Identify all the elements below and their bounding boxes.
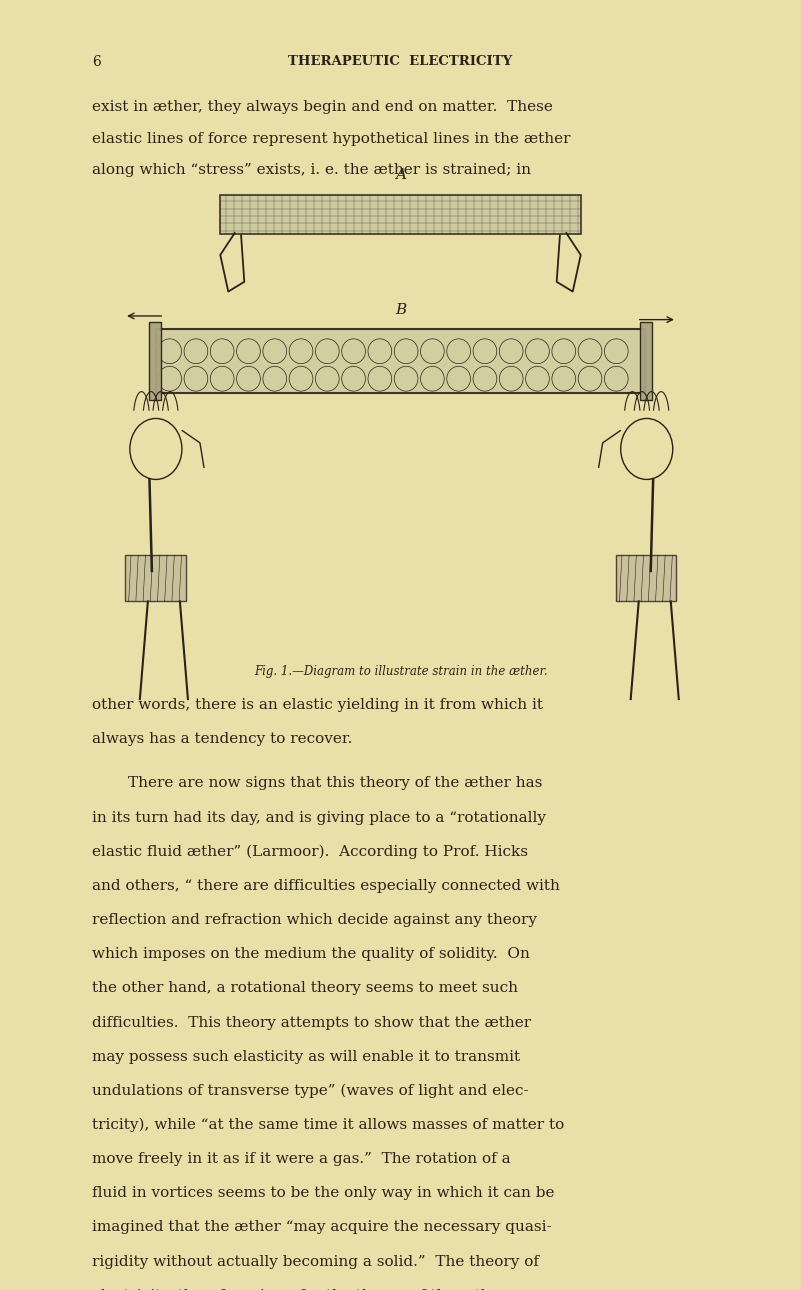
Text: elastic fluid æther” (Larmoor).  According to Prof. Hicks: elastic fluid æther” (Larmoor). Accordin…: [92, 845, 528, 859]
Text: exist in æther, they always begin and end on matter.  These: exist in æther, they always begin and en…: [92, 101, 553, 114]
Text: difficulties.  This theory attempts to show that the æther: difficulties. This theory attempts to sh…: [92, 1015, 531, 1029]
Text: imagined that the æther “may acquire the necessary quasi-: imagined that the æther “may acquire the…: [92, 1220, 552, 1235]
Bar: [126, 555, 186, 601]
Text: along which “stress” exists, i. e. the æther is strained; in: along which “stress” exists, i. e. the æ…: [92, 164, 531, 178]
Text: Fig. 1.—Diagram to illustrate strain in the æther.: Fig. 1.—Diagram to illustrate strain in …: [254, 664, 547, 677]
Text: fluid in vortices seems to be the only way in which it can be: fluid in vortices seems to be the only w…: [92, 1187, 554, 1200]
Bar: [150, 322, 161, 400]
Text: tricity), while “at the same time it allows masses of matter to: tricity), while “at the same time it all…: [92, 1118, 565, 1133]
Text: in its turn had its day, and is giving place to a “rotationally: in its turn had its day, and is giving p…: [92, 810, 546, 824]
Text: other words, there is an elastic yielding in it from which it: other words, there is an elastic yieldin…: [92, 698, 543, 712]
Text: B: B: [395, 303, 406, 316]
Text: undulations of transverse type” (waves of light and elec-: undulations of transverse type” (waves o…: [92, 1084, 529, 1098]
Text: the other hand, a rotational theory seems to meet such: the other hand, a rotational theory seem…: [92, 982, 518, 996]
Text: always has a tendency to recover.: always has a tendency to recover.: [92, 731, 352, 746]
Bar: [616, 555, 676, 601]
Bar: [156, 329, 645, 393]
Text: rigidity without actually becoming a solid.”  The theory of: rigidity without actually becoming a sol…: [92, 1255, 539, 1268]
Text: may possess such elasticity as will enable it to transmit: may possess such elasticity as will enab…: [92, 1050, 520, 1064]
Text: move freely in it as if it were a gas.”  The rotation of a: move freely in it as if it were a gas.” …: [92, 1152, 511, 1166]
Bar: [640, 322, 651, 400]
Text: There are now signs that this theory of the æther has: There are now signs that this theory of …: [128, 777, 542, 791]
Bar: [220, 195, 581, 235]
Text: and others, “ there are difficulties especially connected with: and others, “ there are difficulties esp…: [92, 878, 560, 893]
Text: THERAPEUTIC  ELECTRICITY: THERAPEUTIC ELECTRICITY: [288, 55, 513, 68]
Text: elastic lines of force represent hypothetical lines in the æther: elastic lines of force represent hypothe…: [92, 132, 570, 146]
Text: which imposes on the medium the quality of solidity.  On: which imposes on the medium the quality …: [92, 947, 530, 961]
Text: 6: 6: [92, 55, 101, 68]
Text: A: A: [395, 169, 406, 182]
Text: reflection and refraction which decide against any theory: reflection and refraction which decide a…: [92, 913, 537, 928]
